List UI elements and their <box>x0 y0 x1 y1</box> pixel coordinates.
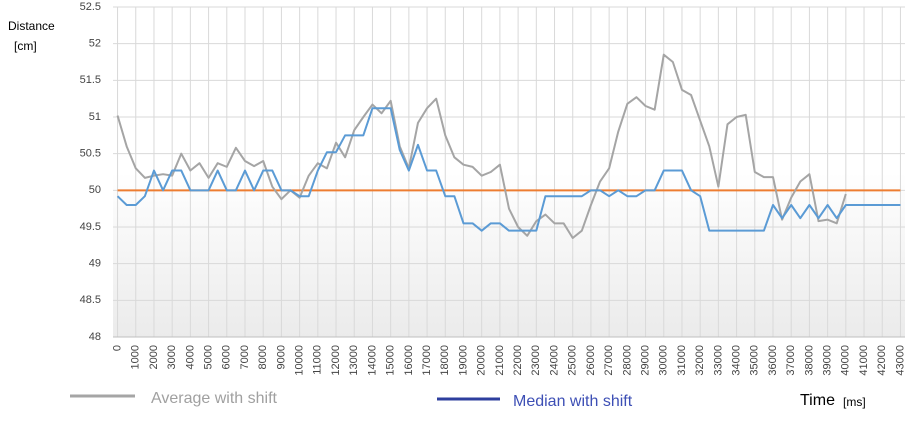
x-tick-label: 1000 <box>130 345 142 369</box>
x-axis-title: Time <box>800 392 835 409</box>
x-tick-label: 8000 <box>257 345 269 369</box>
x-tick-label: 4000 <box>184 345 196 369</box>
plot-area <box>113 7 905 337</box>
y-tick-label: 51 <box>89 111 101 123</box>
x-tick-label: 41000 <box>858 345 870 376</box>
x-tick-label: 22000 <box>512 345 524 376</box>
x-tick-label: 6000 <box>221 345 233 369</box>
x-tick-label: 26000 <box>585 345 597 376</box>
x-tick-label: 39000 <box>822 345 834 376</box>
x-tick-label: 24000 <box>548 345 560 376</box>
x-tick-label: 15000 <box>385 345 397 376</box>
x-tick-label: 35000 <box>749 345 761 376</box>
x-tick-label: 17000 <box>421 345 433 376</box>
series-line <box>116 107 901 232</box>
y-tick-label: 50 <box>89 184 101 196</box>
x-tick-label: 37000 <box>785 345 797 376</box>
x-tick-label: 36000 <box>767 345 779 376</box>
x-tick-label: 0 <box>111 345 123 351</box>
x-tick-label: 14000 <box>366 345 378 376</box>
x-tick-label: 34000 <box>730 345 742 376</box>
series-line <box>116 53 847 239</box>
x-tick-label: 33000 <box>712 345 724 376</box>
x-axis-unit: [ms] <box>843 395 866 409</box>
x-tick-label: 9000 <box>275 345 287 369</box>
x-tick-label: 25000 <box>567 345 579 376</box>
x-tick-label: 18000 <box>439 345 451 376</box>
y-tick-label: 48.5 <box>80 294 101 306</box>
y-axis-title: Distance <box>8 19 55 33</box>
y-tick-label: 50.5 <box>80 148 101 160</box>
x-tick-label: 23000 <box>530 345 542 376</box>
x-tick-label: 30000 <box>658 345 670 376</box>
x-tick-label: 28000 <box>621 345 633 376</box>
x-tick-label: 27000 <box>603 345 615 376</box>
y-tick-label: 52.5 <box>80 1 101 13</box>
x-tick-label: 7000 <box>239 345 251 369</box>
y-axis-title: [cm] <box>14 39 37 53</box>
x-tick-label: 16000 <box>403 345 415 376</box>
x-tick-label: 5000 <box>202 345 214 369</box>
x-tick-label: 21000 <box>494 345 506 376</box>
x-tick-label: 13000 <box>348 345 360 376</box>
x-tick-label: 19000 <box>457 345 469 376</box>
y-tick-label: 52 <box>89 38 101 50</box>
x-tick-label: 11000 <box>312 345 324 375</box>
x-tick-label: 2000 <box>148 345 160 369</box>
y-tick-label: 51.5 <box>80 74 101 86</box>
x-tick-label: 42000 <box>876 345 888 376</box>
x-tick-label: 32000 <box>694 345 706 376</box>
y-tick-label: 48 <box>89 331 101 343</box>
x-tick-label: 43000 <box>894 345 906 376</box>
x-tick-label: 31000 <box>676 345 688 376</box>
x-tick-label: 40000 <box>840 345 852 376</box>
x-tick-label: 29000 <box>639 345 651 376</box>
x-tick-label: 10000 <box>294 345 306 376</box>
x-tick-label: 3000 <box>166 345 178 369</box>
x-tick-label: 20000 <box>476 345 488 376</box>
legend-label: Median with shift <box>513 393 633 410</box>
x-tick-label: 12000 <box>330 345 342 376</box>
x-tick-label: 38000 <box>803 345 815 376</box>
y-tick-label: 49 <box>89 258 101 270</box>
y-tick-label: 49.5 <box>80 221 101 233</box>
legend-label: Average with shift <box>151 390 278 407</box>
